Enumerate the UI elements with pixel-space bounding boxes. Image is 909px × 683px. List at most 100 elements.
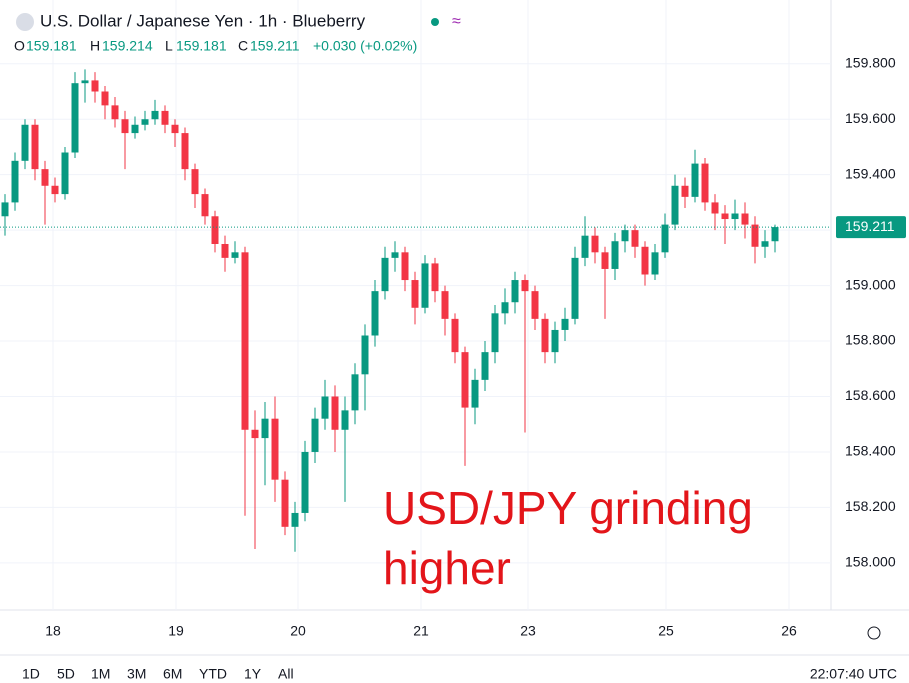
candle-body bbox=[621, 230, 629, 242]
range-button[interactable]: 5D bbox=[57, 666, 75, 682]
candle-body bbox=[221, 244, 229, 258]
range-button[interactable]: 3M bbox=[127, 666, 146, 682]
candle-body bbox=[421, 263, 429, 308]
candle-body bbox=[41, 169, 49, 186]
candle-body bbox=[21, 124, 29, 161]
candle-body bbox=[461, 352, 469, 408]
candle-body bbox=[591, 235, 599, 253]
candle-body bbox=[411, 280, 419, 308]
candle-body bbox=[391, 252, 399, 258]
candle-body bbox=[231, 252, 239, 258]
ohlc-letter: H bbox=[90, 38, 100, 54]
candle-body bbox=[661, 224, 669, 253]
candle-body bbox=[81, 80, 89, 84]
candle-body bbox=[511, 280, 519, 303]
range-button[interactable]: 6M bbox=[163, 666, 182, 682]
x-tick-label: 20 bbox=[290, 623, 306, 639]
chart-title: U.S. Dollar / Japanese Yen · 1h · Bluebe… bbox=[40, 11, 366, 30]
y-tick-label: 158.200 bbox=[845, 498, 896, 514]
candle-body bbox=[711, 202, 719, 214]
candle-body bbox=[191, 169, 199, 195]
x-tick-label: 19 bbox=[168, 623, 184, 639]
candle-body bbox=[571, 257, 579, 319]
range-button[interactable]: All bbox=[278, 666, 294, 682]
range-button[interactable]: 1D bbox=[22, 666, 40, 682]
y-tick-label: 158.800 bbox=[845, 332, 896, 348]
range-button[interactable]: 1M bbox=[91, 666, 110, 682]
candle-body bbox=[141, 119, 149, 125]
ohlc-value: 159.181 bbox=[26, 38, 77, 54]
x-tick-label: 18 bbox=[45, 623, 61, 639]
candle-body bbox=[401, 252, 409, 281]
ohlc-legend: O 159.181 H 159.214 L 159.181 C 159.211 … bbox=[14, 38, 417, 54]
candle-body bbox=[371, 291, 379, 336]
candle-body bbox=[611, 241, 619, 269]
candle-body bbox=[601, 252, 609, 269]
indicator-icon: ≈ bbox=[452, 13, 461, 30]
y-tick-label: 159.600 bbox=[845, 110, 896, 126]
ohlc-letter: L bbox=[165, 38, 173, 54]
settings-icon[interactable] bbox=[867, 626, 881, 640]
candle-body bbox=[451, 318, 459, 353]
range-button[interactable]: 1Y bbox=[244, 666, 262, 682]
candle-body bbox=[341, 410, 349, 430]
candle-body bbox=[151, 110, 159, 120]
candle-body bbox=[531, 291, 539, 319]
x-tick-label: 23 bbox=[520, 623, 536, 639]
candle-body bbox=[261, 418, 269, 439]
y-tick-label: 158.000 bbox=[845, 554, 896, 570]
y-tick-label: 158.400 bbox=[845, 443, 896, 459]
candle-body bbox=[71, 83, 79, 153]
candle-body bbox=[561, 318, 569, 330]
last-price-label: 159.211 bbox=[845, 218, 895, 234]
candle-body bbox=[441, 291, 449, 319]
candle-body bbox=[281, 479, 289, 527]
candle-body bbox=[551, 329, 559, 353]
candle-body bbox=[361, 335, 369, 375]
annotation: USD/JPY grinding higher bbox=[383, 482, 753, 594]
candle-body bbox=[321, 396, 329, 419]
range-button[interactable]: YTD bbox=[199, 666, 227, 682]
clock: 22:07:40 UTC bbox=[810, 666, 897, 682]
candle-body bbox=[431, 263, 439, 292]
candle-body bbox=[721, 213, 729, 220]
last-price-box bbox=[836, 216, 906, 239]
candle-body bbox=[521, 280, 529, 292]
candles bbox=[0, 69, 831, 552]
candle-body bbox=[311, 418, 319, 452]
status-dot bbox=[431, 18, 439, 26]
y-tick-label: 158.600 bbox=[845, 387, 896, 403]
ohlc-change: +0.030 (+0.02%) bbox=[313, 38, 417, 54]
candle-body bbox=[1, 202, 9, 217]
candle-body bbox=[161, 110, 169, 125]
candle-body bbox=[121, 119, 129, 134]
candle-body bbox=[771, 227, 779, 242]
candle-body bbox=[681, 185, 689, 197]
candle-body bbox=[251, 429, 259, 439]
candle-body bbox=[61, 152, 69, 195]
candle-body bbox=[241, 252, 249, 430]
ohlc-letter: C bbox=[238, 38, 248, 54]
flag-icon bbox=[16, 13, 34, 31]
candle-body bbox=[501, 302, 509, 314]
ohlc-value: 159.214 bbox=[102, 38, 153, 54]
ohlc-value: 159.181 bbox=[176, 38, 227, 54]
ohlc-value: 159.211 bbox=[250, 38, 300, 54]
y-tick-label: 159.400 bbox=[845, 165, 896, 181]
y-tick-label: 159.800 bbox=[845, 54, 896, 70]
candle-body bbox=[581, 235, 589, 258]
candle-body bbox=[111, 105, 119, 120]
candle-body bbox=[201, 194, 209, 217]
candle-body bbox=[481, 352, 489, 380]
candle-body bbox=[11, 160, 19, 203]
candle-body bbox=[101, 91, 109, 106]
candle-body bbox=[301, 451, 309, 513]
y-tick-label: 159.000 bbox=[845, 276, 896, 292]
candle-body bbox=[31, 124, 39, 170]
candle-body bbox=[171, 124, 179, 134]
candle-body bbox=[91, 80, 99, 92]
candle-body bbox=[181, 133, 189, 170]
candle-body bbox=[751, 224, 759, 247]
candle-body bbox=[51, 185, 59, 195]
